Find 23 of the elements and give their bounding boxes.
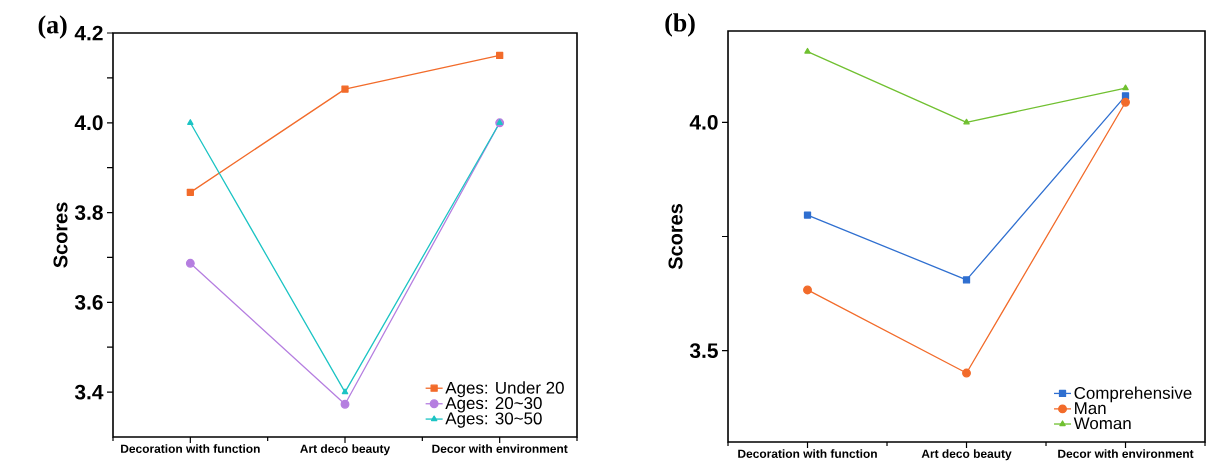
y-tick-label: 4.0	[689, 114, 718, 130]
legend-label: Comprehensive	[1074, 386, 1192, 403]
legend-label: Ages: 30~50	[445, 412, 542, 428]
x-tick-label: Art deco beauty	[300, 444, 391, 456]
chart-title: (a)	[38, 15, 67, 39]
y-axis-title: Scores	[53, 202, 68, 268]
y-axis-title: Scores	[668, 204, 683, 270]
legend-label: Ages: 20~30	[445, 397, 542, 413]
legend-label: Ages: Under 20	[445, 381, 564, 398]
legend-label: Man	[1075, 402, 1106, 415]
x-tick-label: Art deco beauty	[921, 449, 1012, 461]
y-tick-label: 4.0	[74, 115, 103, 131]
y-tick-label: 3.5	[689, 343, 718, 359]
legend-label: Woman	[1073, 417, 1131, 430]
x-tick-label: Decor with environment	[432, 444, 568, 453]
y-tick-label: 3.6	[74, 294, 103, 310]
y-tick-label: 3.8	[74, 205, 103, 220]
y-tick-label: 3.4	[74, 384, 104, 400]
x-tick-label: Decoration with function	[121, 444, 260, 453]
x-tick-label: Decor with environment	[1058, 449, 1194, 458]
x-tick-label: Decoration with function	[738, 449, 877, 458]
y-tick-label: 4.2	[74, 25, 103, 41]
chart-title: (b)	[665, 13, 695, 37]
